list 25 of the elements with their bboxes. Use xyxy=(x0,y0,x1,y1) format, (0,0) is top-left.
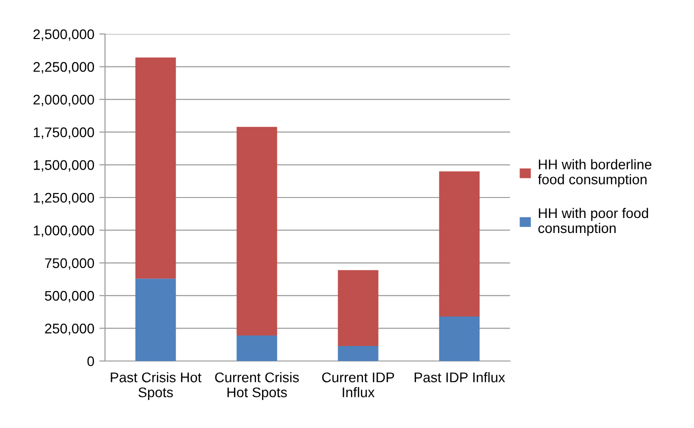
x-tick-label: Current Crisis Hot Spots xyxy=(215,372,299,400)
bar xyxy=(338,270,378,346)
y-tick-label: 1,500,000 xyxy=(34,160,94,172)
y-tick-label: 1,000,000 xyxy=(34,226,94,238)
bar xyxy=(135,278,176,361)
y-tick-label: 2,500,000 xyxy=(34,29,94,41)
y-tick-label: 1,750,000 xyxy=(34,127,94,139)
bar xyxy=(236,335,278,361)
x-tick-label: Past Crisis Hot Spots xyxy=(110,372,202,400)
x-tick-label: Current IDP Influx xyxy=(322,372,394,398)
legend-label: HH with borderline food consumption xyxy=(538,159,652,188)
y-tick-label: 500,000 xyxy=(44,290,94,302)
bar xyxy=(439,316,480,361)
x-tick-label: Past IDP Influx xyxy=(414,372,506,382)
y-tick-label: 1,250,000 xyxy=(34,192,94,204)
y-tick-label: 2,250,000 xyxy=(34,62,94,74)
y-tick-label: 250,000 xyxy=(45,324,94,336)
y-tick-label: 2,000,000 xyxy=(34,94,94,106)
bar xyxy=(338,346,378,361)
bar xyxy=(236,126,278,336)
legend-label: HH with poor food consumption xyxy=(538,208,648,236)
bar xyxy=(135,58,176,279)
y-tick-label: 750,000 xyxy=(45,258,94,270)
bar xyxy=(439,171,480,317)
y-tick-label: 0 xyxy=(87,356,94,366)
